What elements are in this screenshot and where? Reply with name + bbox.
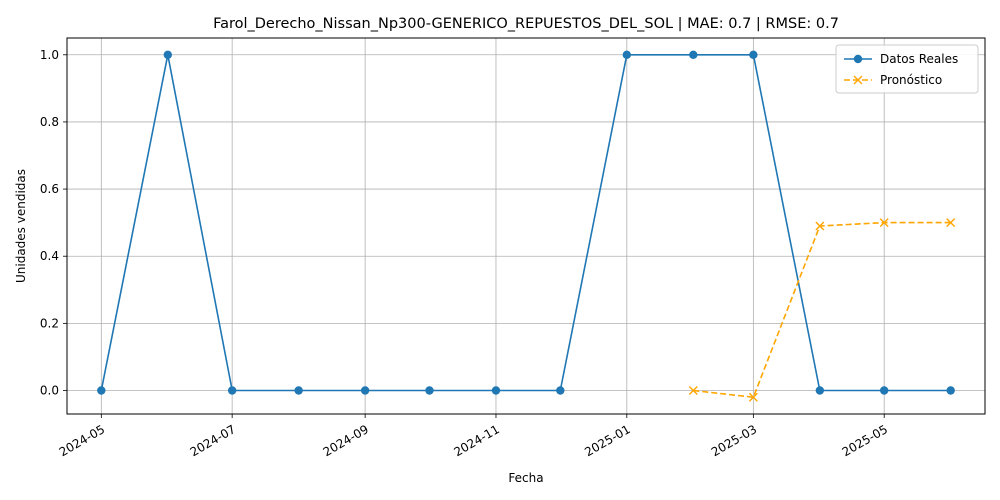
data-point: [425, 386, 434, 395]
tick-layer: 0.0 0.2 0.4 0.6 0.8 1.0 2024-05 2024-07 2024-09 2…: [40, 48, 890, 460]
data-point: [815, 386, 825, 395]
legend-swatch-marker: [853, 54, 863, 64]
legend-box: [835, 44, 979, 94]
y-tick-label: 0.4: [40, 249, 59, 263]
data-point: [622, 50, 632, 59]
x-tick-label: 2025-03: [709, 422, 759, 459]
data-point: [294, 386, 303, 395]
legend-swatch-marker: [853, 75, 863, 85]
data-point: [163, 50, 173, 59]
series-line-1: [100, 53, 951, 392]
y-tick-label: 0.8: [40, 115, 59, 129]
chart-title: Farol_Derecho_Nissan_Np300-GENERICO_REPU…: [213, 16, 839, 32]
y-tick-label: 0.6: [40, 182, 59, 196]
forecast-point: [748, 392, 758, 402]
data-point: [749, 50, 758, 59]
x-tick-label: 2024-05: [57, 422, 107, 459]
forecast-point: [946, 218, 956, 228]
data-point: [227, 386, 237, 395]
data-point: [946, 386, 955, 395]
x-tick-label: 2024-09: [321, 422, 371, 459]
y-tick-label: 1.0: [40, 48, 59, 62]
y-tick-label: 0.2: [40, 316, 59, 330]
forecast-point: [815, 221, 825, 231]
grid-layer: [67, 38, 985, 414]
series-layer: [97, 50, 956, 402]
legend-label: Datos Reales: [880, 52, 958, 66]
x-tick-label: 2024-11: [451, 422, 501, 459]
data-point: [97, 386, 106, 395]
data-point: [556, 386, 565, 395]
data-point: [689, 50, 698, 59]
legend-label: Pronóstico: [880, 73, 942, 87]
x-axis-label: Fecha: [508, 471, 543, 485]
data-point: [491, 386, 501, 395]
legend: Datos Reales Pronóstico: [835, 44, 979, 94]
x-tick-label: 2024-07: [188, 422, 238, 459]
y-axis-label: Unidades vendidas: [14, 169, 28, 283]
x-tick-label: 2025-01: [582, 422, 632, 459]
y-tick-label: 0.0: [40, 384, 59, 398]
data-point: [360, 386, 370, 395]
series-line-2: [693, 221, 951, 399]
forecast-point: [688, 386, 698, 395]
forecast-point: [879, 218, 889, 228]
x-tick-label: 2025-05: [840, 422, 890, 459]
plot-frame: [66, 37, 986, 415]
data-point: [879, 386, 889, 395]
